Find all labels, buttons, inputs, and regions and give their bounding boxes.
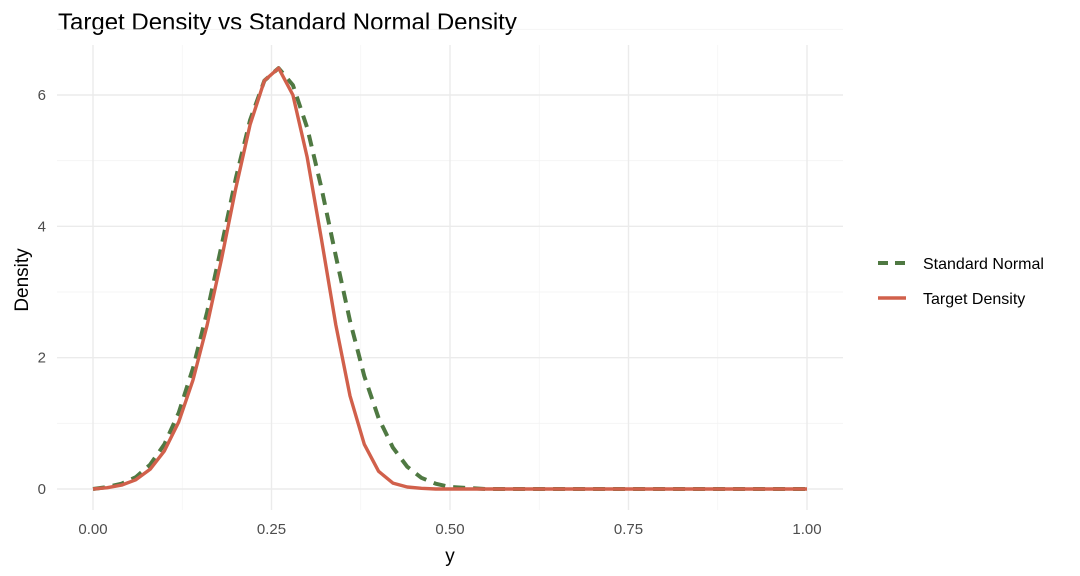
x-tick-label: 0.25 bbox=[257, 521, 286, 538]
grid bbox=[57, 28, 843, 510]
y-tick-label: 6 bbox=[38, 87, 46, 104]
legend-label: Target Density bbox=[923, 291, 1025, 308]
y-axis-ticks: 0 2 4 6 bbox=[38, 87, 46, 498]
legend-label: Standard Normal bbox=[923, 256, 1044, 273]
y-tick-label: 2 bbox=[38, 350, 46, 367]
x-tick-label: 0.75 bbox=[614, 521, 643, 538]
y-tick-label: 0 bbox=[38, 481, 46, 498]
x-axis-title: y bbox=[445, 546, 455, 567]
y-tick-label: 4 bbox=[38, 218, 46, 235]
series-line-target-density bbox=[92, 66, 807, 491]
x-tick-label: 0.00 bbox=[78, 521, 107, 538]
x-axis-ticks: 0.00 0.25 0.50 0.75 1.00 bbox=[78, 521, 821, 538]
chart-title: Target Density vs Standard Normal Densit… bbox=[58, 9, 517, 36]
x-tick-label: 0.50 bbox=[435, 521, 464, 538]
legend: Standard Normal Target Density bbox=[878, 256, 1044, 308]
x-tick-label: 1.00 bbox=[792, 521, 821, 538]
series-lines bbox=[92, 66, 807, 491]
y-axis-title: Density bbox=[12, 248, 33, 312]
